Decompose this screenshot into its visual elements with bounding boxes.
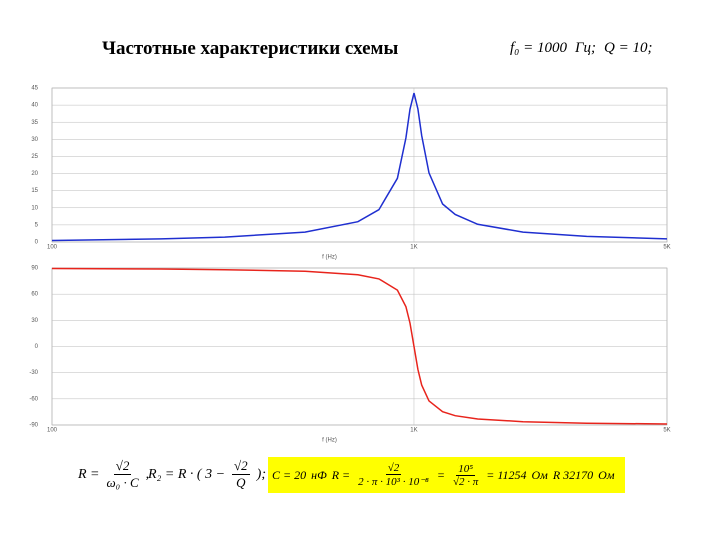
formula-r: R = √2 ω₀ · C , xyxy=(78,458,149,491)
y-tick-label: 20 xyxy=(31,171,38,177)
numerator: 10⁵ xyxy=(456,462,476,476)
formula-text: ); xyxy=(256,466,266,482)
formula-text: C = 20 xyxy=(272,467,307,482)
numerator: √2 xyxy=(113,458,132,475)
x-axis-label: f (Hz) xyxy=(322,255,337,261)
x-tick-label: 5K xyxy=(663,428,670,434)
denominator: Q xyxy=(236,475,246,490)
fraction: √2 Q xyxy=(232,458,250,491)
x-tick-label: 5K xyxy=(663,245,670,251)
y-tick-label: -30 xyxy=(29,370,38,376)
formula-text: , xyxy=(145,466,150,482)
formula-text: Ом xyxy=(598,467,615,482)
params: f₀ = 1000 Гц; Q = 10; xyxy=(510,40,653,57)
formula-r2: R₂ = R · ( 3 − √2 Q ); xyxy=(148,458,266,491)
y-tick-label: 35 xyxy=(31,120,38,126)
formula-text: R 32170 xyxy=(552,467,594,482)
y-tick-label: 30 xyxy=(31,137,38,143)
formula-box: C = 20 нФ R = √2 2 · π · 10³ · 10⁻⁸ = 10⁵… xyxy=(268,457,625,493)
formula-text: = xyxy=(436,467,445,482)
y-tick-label: 10 xyxy=(31,205,38,211)
numerator: √2 xyxy=(385,462,402,475)
numerator: √2 xyxy=(232,458,250,475)
y-tick-label: 15 xyxy=(31,188,38,194)
denominator: ω₀ · C xyxy=(106,475,139,490)
formula-text: R = xyxy=(331,467,351,482)
fraction: √2 ω₀ · C xyxy=(107,458,139,491)
fraction: √2 2 · π · 10³ · 10⁻⁸ xyxy=(358,462,429,488)
y-tick-label: 30 xyxy=(31,318,38,324)
x-tick-label: 1K xyxy=(410,245,417,251)
denominator: 2 · π · 10³ · 10⁻⁸ xyxy=(358,476,429,488)
param-unit: Гц; xyxy=(575,40,597,56)
y-tick-label: 0 xyxy=(35,344,39,350)
x-tick-label: 100 xyxy=(47,245,58,251)
y-tick-label: 45 xyxy=(31,86,38,92)
param-q: Q = 10; xyxy=(604,40,653,56)
formula-text: = 11254 xyxy=(486,467,527,482)
data-line xyxy=(51,92,668,242)
formula-text: Ом xyxy=(531,467,548,482)
x-tick-label: 100 xyxy=(47,428,58,434)
plot-area xyxy=(51,87,668,243)
y-tick-label: 5 xyxy=(35,222,39,228)
param-f0: f₀ = 1000 xyxy=(510,40,568,56)
formula-text: R = xyxy=(78,466,100,482)
y-tick-label: 0 xyxy=(35,240,39,246)
y-tick-label: -60 xyxy=(29,396,38,402)
y-tick-label: 25 xyxy=(31,154,38,160)
y-tick-label: -90 xyxy=(29,423,38,429)
y-tick-label: 40 xyxy=(31,103,38,109)
fraction: 10⁵ √2 · π xyxy=(453,463,478,488)
data-line xyxy=(51,267,668,425)
y-tick-label: 90 xyxy=(31,266,38,272)
formula-text: R₂ = R · ( 3 − xyxy=(148,466,226,482)
y-tick-label: 60 xyxy=(31,292,38,298)
x-tick-label: 1K xyxy=(410,428,417,434)
formula-text: нФ xyxy=(311,467,327,482)
denominator: √2 · π xyxy=(452,475,479,488)
slide-title: Частотные характеристики схемы xyxy=(102,38,399,59)
x-axis-label: f (Hz) xyxy=(322,438,337,444)
